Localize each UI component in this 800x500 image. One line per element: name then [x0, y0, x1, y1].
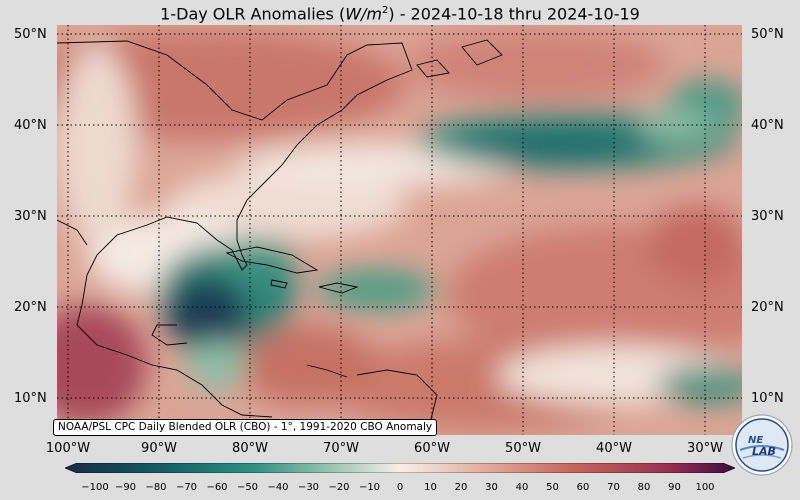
map-title: 1-Day OLR Anomalies (W/m2) - 2024-10-18 … — [160, 4, 640, 24]
colorbar-tick-label: −80 — [145, 482, 167, 493]
colorbar-tick-label: 70 — [607, 482, 620, 493]
lon-label-100w: 100°W — [45, 441, 91, 456]
colorbar-tick-label: 20 — [454, 482, 468, 493]
data-source-label: NOAA/PSL CPC Daily Blended OLR (CBO) - 1… — [53, 419, 438, 436]
colorbar-tick-label: −70 — [175, 482, 198, 493]
colorbar-tick-label: 60 — [576, 482, 590, 493]
olr-anomaly-map — [57, 25, 742, 435]
lat-label-10n-left: 10°N — [14, 391, 47, 406]
colorbar-tick-label: 100 — [695, 482, 715, 493]
colorbar-tick-label: −50 — [236, 482, 259, 493]
lat-label-50n-left: 50°N — [14, 27, 47, 42]
lat-label-20n-left: 20°N — [14, 300, 47, 315]
logo-text-bottom: LAB — [752, 445, 776, 458]
colorbar-tick-label: 50 — [546, 482, 559, 493]
colorbar-tick-label: −60 — [206, 482, 228, 493]
colorbar-tick-label: −100 — [81, 482, 109, 493]
lon-label-80w: 80°W — [232, 441, 268, 456]
colorbar-tick-label: 90 — [668, 482, 681, 493]
colorbar-tick-label: −20 — [328, 482, 350, 493]
coastline — [57, 39, 503, 435]
colorbar — [65, 463, 735, 473]
lat-label-50n-right: 50°N — [751, 27, 784, 42]
colorbar-tick-label: −40 — [267, 482, 289, 493]
lon-label-50w: 50°W — [505, 441, 541, 456]
colorbar-tick-label: 80 — [637, 482, 651, 493]
colorbar-tick-label: 0 — [396, 482, 404, 493]
colorbar-tick-label: 30 — [485, 482, 498, 493]
lon-label-30w: 30°W — [687, 441, 723, 456]
lat-label-40n-left: 40°N — [14, 118, 47, 133]
colorbar-tick-label: −30 — [297, 482, 320, 493]
lat-label-30n-left: 30°N — [14, 209, 47, 224]
anomaly-field — [57, 30, 742, 430]
lon-label-60w: 60°W — [414, 441, 450, 456]
lon-label-90w: 90°W — [141, 441, 177, 456]
logo-text-top: NE — [748, 435, 763, 446]
lon-label-70w: 70°W — [323, 441, 359, 456]
colorbar-tick-label: 10 — [424, 482, 437, 493]
lat-label-10n-right: 10°N — [751, 391, 784, 406]
colorbar-tick-label: −10 — [358, 482, 381, 493]
nexlab-logo: NE LAB — [731, 414, 793, 476]
lat-label-30n-right: 30°N — [751, 209, 784, 224]
graticule — [57, 25, 742, 435]
lat-label-20n-right: 20°N — [751, 300, 784, 315]
colorbar-tick-label: −90 — [114, 482, 137, 493]
lat-label-40n-right: 40°N — [751, 118, 784, 133]
lon-label-40w: 40°W — [596, 441, 632, 456]
colorbar-tick-label: 40 — [515, 482, 529, 493]
